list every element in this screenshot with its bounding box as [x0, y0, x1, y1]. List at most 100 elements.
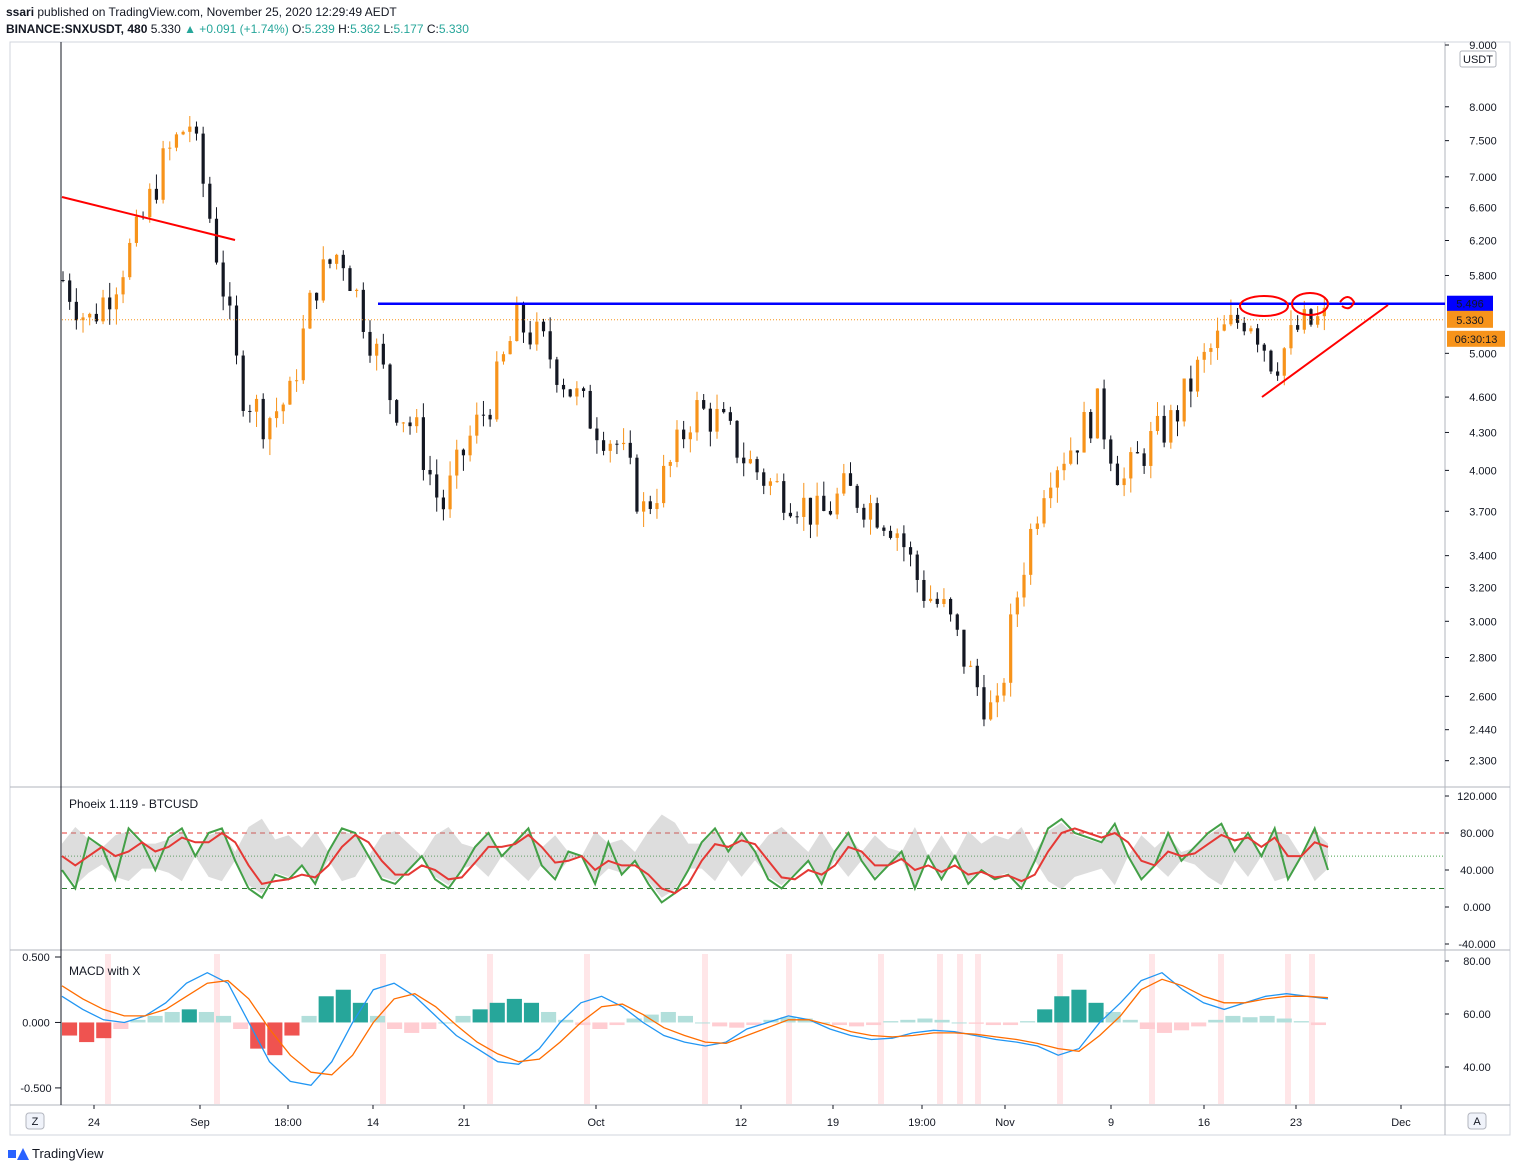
candle[interactable] — [1089, 409, 1093, 444]
candle[interactable] — [882, 525, 886, 537]
candle[interactable] — [675, 420, 679, 468]
candle[interactable] — [662, 454, 666, 508]
candle[interactable] — [301, 314, 305, 384]
candle[interactable] — [955, 613, 959, 637]
candle[interactable] — [949, 597, 953, 622]
candle[interactable] — [722, 402, 726, 414]
candle[interactable] — [728, 406, 732, 425]
candle[interactable] — [708, 402, 712, 447]
candle[interactable] — [782, 473, 786, 521]
candle[interactable] — [548, 317, 552, 369]
candle[interactable] — [475, 402, 479, 444]
candle[interactable] — [1135, 441, 1140, 454]
candle[interactable] — [842, 463, 846, 496]
candle[interactable] — [1309, 308, 1313, 327]
candle[interactable] — [61, 271, 65, 283]
candle[interactable] — [655, 488, 659, 519]
candle[interactable] — [428, 455, 432, 486]
candle[interactable] — [1195, 356, 1200, 397]
a-button[interactable]: A — [1467, 1112, 1487, 1130]
candle[interactable] — [768, 477, 773, 496]
candle[interactable] — [261, 393, 265, 449]
circle-drawing[interactable] — [1239, 295, 1289, 317]
candle[interactable] — [328, 258, 332, 269]
candle[interactable] — [601, 431, 606, 456]
candle[interactable] — [148, 183, 152, 223]
candle[interactable] — [815, 482, 819, 537]
candle[interactable] — [1282, 347, 1286, 386]
candle[interactable] — [908, 541, 913, 567]
candle[interactable] — [828, 501, 833, 516]
candle[interactable] — [868, 494, 873, 535]
phoeix-signal-line[interactable] — [61, 827, 1329, 895]
phoeix-pane[interactable] — [61, 814, 1445, 904]
candle[interactable] — [508, 336, 512, 355]
candle[interactable] — [201, 126, 205, 198]
candle[interactable] — [922, 570, 926, 608]
candle[interactable] — [528, 320, 532, 350]
candle[interactable] — [128, 238, 132, 280]
candle[interactable] — [228, 282, 232, 320]
candle[interactable] — [1262, 342, 1266, 362]
candle[interactable] — [68, 273, 72, 310]
candle[interactable] — [628, 430, 632, 465]
candle[interactable] — [975, 658, 979, 696]
candle[interactable] — [1169, 404, 1173, 449]
candle[interactable] — [1029, 523, 1033, 585]
candle[interactable] — [1222, 315, 1226, 332]
candle[interactable] — [121, 270, 125, 304]
candle[interactable] — [581, 386, 586, 398]
support-trendline-drawing[interactable] — [1261, 304, 1389, 398]
candle[interactable] — [234, 295, 239, 365]
candle[interactable] — [702, 394, 706, 411]
candle[interactable] — [321, 246, 325, 303]
candle[interactable] — [835, 487, 839, 520]
candle[interactable] — [541, 318, 546, 337]
candle[interactable] — [1302, 300, 1306, 334]
candle[interactable] — [361, 282, 365, 339]
macd-pane[interactable] — [61, 954, 1329, 1104]
candle[interactable] — [1289, 310, 1293, 355]
candle[interactable] — [88, 312, 92, 326]
candle[interactable] — [101, 289, 105, 325]
candle[interactable] — [1022, 562, 1026, 607]
candle[interactable] — [1115, 455, 1120, 486]
candle[interactable] — [241, 350, 245, 417]
candle[interactable] — [348, 265, 352, 292]
candle[interactable] — [621, 428, 626, 451]
candle[interactable] — [81, 312, 85, 333]
candle[interactable] — [1102, 379, 1106, 450]
candle[interactable] — [315, 292, 319, 310]
candle[interactable] — [895, 528, 899, 551]
candle[interactable] — [401, 422, 405, 433]
macd-line[interactable] — [61, 971, 1329, 1087]
candle[interactable] — [448, 461, 452, 518]
candle[interactable] — [561, 378, 566, 398]
candle[interactable] — [1009, 603, 1013, 697]
candle[interactable] — [1202, 343, 1206, 373]
candle[interactable] — [962, 629, 966, 674]
candle[interactable] — [1269, 349, 1273, 375]
candle[interactable] — [1075, 450, 1079, 465]
candle[interactable] — [615, 440, 619, 455]
candle[interactable] — [982, 674, 986, 727]
candle[interactable] — [341, 250, 345, 281]
candle[interactable] — [1215, 317, 1220, 360]
candle[interactable] — [1109, 435, 1113, 472]
scribble-drawing[interactable] — [1339, 296, 1356, 310]
candle[interactable] — [1049, 472, 1053, 509]
candle[interactable] — [555, 356, 559, 393]
candle[interactable] — [335, 253, 339, 270]
candle[interactable] — [1149, 421, 1153, 479]
candle[interactable] — [268, 416, 272, 456]
candle[interactable] — [969, 660, 973, 668]
candle[interactable] — [755, 456, 759, 480]
candle[interactable] — [375, 338, 379, 371]
candle[interactable] — [795, 511, 799, 524]
candle[interactable] — [194, 121, 199, 141]
candle[interactable] — [748, 450, 752, 465]
candle[interactable] — [161, 140, 165, 204]
candle[interactable] — [1129, 447, 1133, 493]
brand-text[interactable]: TradingView — [32, 1146, 104, 1161]
candle[interactable] — [568, 388, 572, 398]
